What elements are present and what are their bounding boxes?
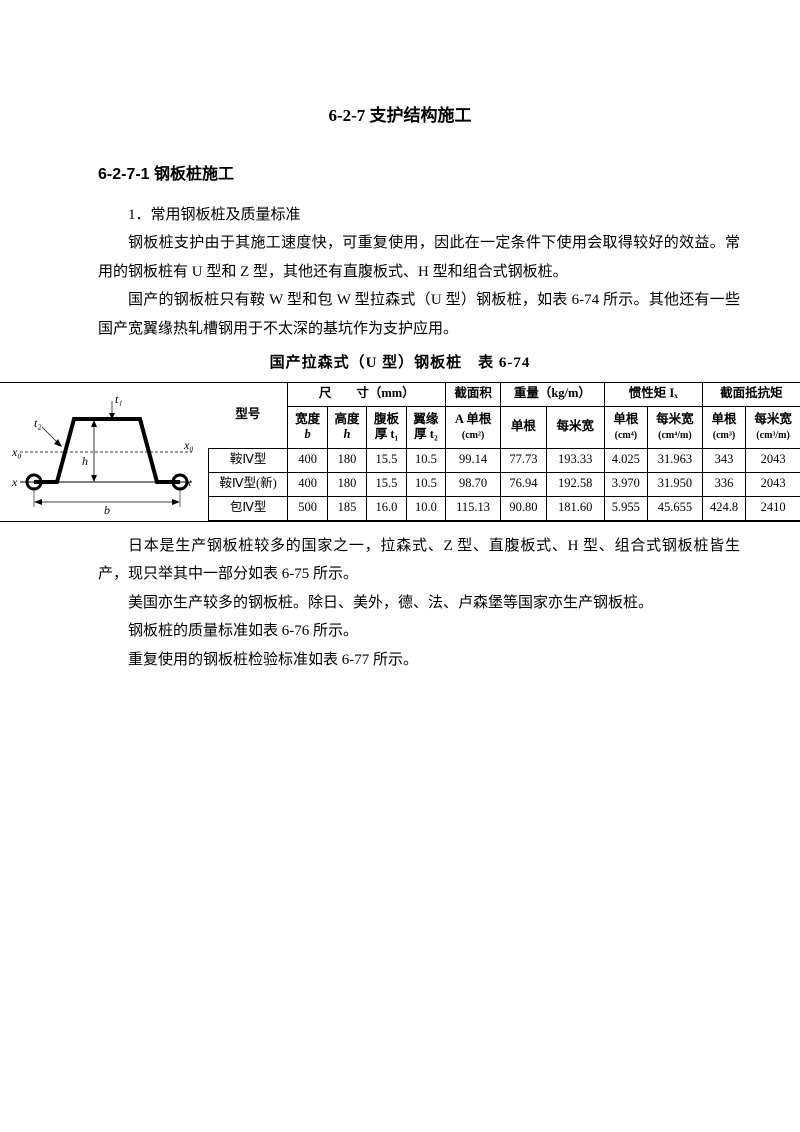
th-inertia-group: 惯性矩 Iₓ	[604, 383, 702, 406]
th-inertia-perm: 每米宽(cm⁴/m)	[647, 406, 702, 448]
th-weight-group: 重量（kg/m）	[501, 383, 605, 406]
th-dim-group: 尺 寸（mm）	[288, 383, 446, 406]
svg-text:t₁: t₁	[115, 392, 123, 406]
th-section-group: 截面抵抗矩	[702, 383, 800, 406]
paragraph-5: 钢板桩的质量标准如表 6-76 所示。	[98, 617, 740, 646]
th-weight-single: 单根	[501, 406, 547, 448]
th-inertia-single: 单根(cm⁴)	[604, 406, 647, 448]
svg-text:x₀: x₀	[183, 438, 194, 452]
svg-text:b: b	[104, 503, 110, 517]
u-pile-svg: t₁ t₂ x₀ x₀ x x h b	[12, 387, 197, 517]
paragraph-3: 日本是生产钢板桩较多的国家之一，拉森式、Z 型、直腹板式、H 型、组合式钢板桩皆…	[98, 532, 740, 589]
paragraph-4: 美国亦生产较多的钢板桩。除日、美外，德、法、卢森堡等国家亦生产钢板桩。	[98, 589, 740, 618]
th-area-group: 截面积	[446, 383, 501, 406]
section-subtitle: 6-2-7-1 钢板桩施工	[98, 160, 740, 190]
th-area: A 单根(cm²)	[446, 406, 501, 448]
th-web: 腹板厚 t₁	[367, 406, 406, 448]
table-row: 包Ⅳ型 500 185 16.0 10.0 115.13 90.80 181.6…	[209, 496, 800, 520]
svg-text:x₀: x₀	[12, 445, 22, 459]
svg-text:x: x	[12, 475, 18, 489]
paragraph-6: 重复使用的钢板桩检验标准如表 6-77 所示。	[98, 646, 740, 675]
page-title: 6-2-7 支护结构施工	[60, 100, 740, 132]
table-row: 鞍Ⅳ型(新) 400 180 15.5 10.5 98.70 76.94 192…	[209, 472, 800, 496]
th-flange: 翼缘厚 t₂	[406, 406, 445, 448]
th-weight-perm: 每米宽	[546, 406, 604, 448]
table-caption: 国产拉森式（U 型）钢板桩 表 6-74	[60, 349, 740, 378]
cross-section-diagram: t₁ t₂ x₀ x₀ x x h b	[0, 383, 208, 521]
th-section-single: 单根(cm³)	[702, 406, 745, 448]
paragraph-1: 钢板桩支护由于其施工速度快，可重复使用，因此在一定条件下使用会取得较好的效益。常…	[98, 229, 740, 286]
table-row: 鞍Ⅳ型 400 180 15.5 10.5 99.14 77.73 193.33…	[209, 448, 800, 472]
svg-text:x: x	[185, 475, 192, 489]
th-height: 高度h	[327, 406, 366, 448]
svg-text:t₂: t₂	[34, 416, 42, 430]
th-model: 型号	[209, 383, 288, 449]
th-section-perm: 每米宽(cm³/m)	[746, 406, 800, 448]
list-item-1: 1．常用钢板桩及质量标准	[98, 201, 740, 230]
th-width: 宽度b	[288, 406, 327, 448]
spec-table: 型号 尺 寸（mm） 截面积 重量（kg/m） 惯性矩 Iₓ 截面抵抗矩 宽度b…	[208, 383, 800, 521]
paragraph-2: 国产的钢板桩只有鞍 W 型和包 W 型拉森式（U 型）钢板桩，如表 6-74 所…	[98, 286, 740, 343]
svg-text:h: h	[82, 454, 88, 468]
table-674: t₁ t₂ x₀ x₀ x x h b 型号 尺 寸（mm） 截面积 重量（kg…	[0, 382, 800, 522]
